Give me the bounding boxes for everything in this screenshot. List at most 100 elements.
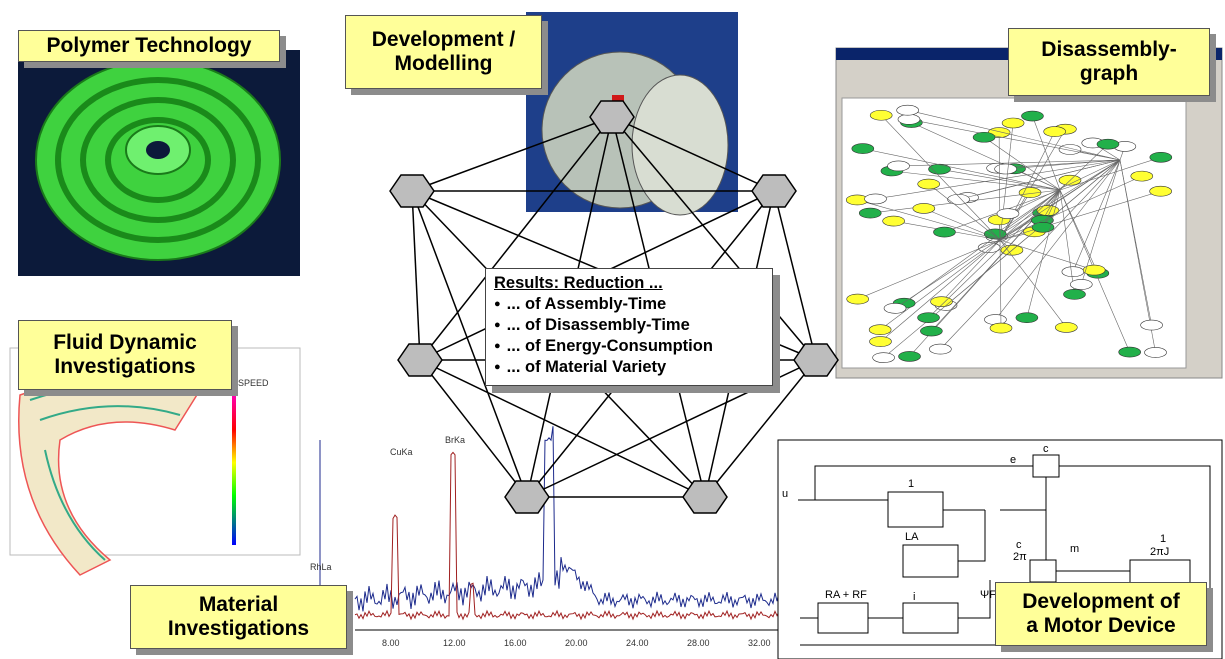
graph-node bbox=[1055, 322, 1078, 333]
spectrum-tick: 8.00 bbox=[382, 638, 400, 648]
graph-node bbox=[917, 178, 940, 190]
graph-node bbox=[868, 324, 892, 336]
network-edge bbox=[611, 116, 775, 192]
spectrum-tick: 32.00 bbox=[748, 638, 771, 648]
block-label: c bbox=[1016, 539, 1022, 551]
block-label: LA bbox=[905, 531, 919, 543]
graph-node bbox=[920, 325, 943, 337]
label-fluid: Fluid Dynamic Investigations bbox=[18, 320, 232, 390]
block-label: RA + RF bbox=[825, 589, 867, 601]
graph-edge bbox=[1072, 159, 1121, 272]
graph-node bbox=[897, 114, 921, 125]
graph-edge bbox=[1042, 189, 1061, 228]
network-node bbox=[389, 174, 435, 208]
graph-node bbox=[947, 194, 970, 205]
peak-label: BrKa bbox=[445, 435, 465, 445]
network-edge bbox=[419, 116, 613, 361]
spectrum-tick: 16.00 bbox=[504, 638, 527, 648]
graph-node bbox=[972, 131, 996, 143]
graph-node bbox=[1082, 264, 1106, 276]
label-motor: Development of a Motor Device bbox=[995, 582, 1207, 646]
results-item: ... of Energy-Consumption bbox=[494, 336, 764, 357]
graph-edge bbox=[1026, 189, 1061, 318]
graph-edge bbox=[999, 122, 1014, 241]
block-label: ΨF bbox=[980, 589, 996, 601]
label-disassembly: Disassembly-graph bbox=[1008, 28, 1210, 96]
graph-node bbox=[1149, 185, 1172, 197]
graph-node bbox=[994, 163, 1017, 175]
graph-edge bbox=[880, 239, 1001, 342]
graph-node bbox=[1001, 117, 1025, 129]
graph-node bbox=[1058, 144, 1082, 155]
graph-node bbox=[1015, 312, 1039, 323]
graph-edge bbox=[999, 239, 1095, 271]
network-edge bbox=[419, 359, 528, 498]
graph-edge bbox=[999, 175, 1142, 241]
spectrum-tick: 20.00 bbox=[565, 638, 588, 648]
graph-edge bbox=[908, 119, 1121, 161]
network-node bbox=[751, 174, 797, 208]
graph-edge bbox=[928, 189, 1061, 318]
block-label: c bbox=[1043, 443, 1049, 455]
impeller bbox=[35, 59, 281, 261]
block-label: i bbox=[913, 591, 915, 603]
network-edge bbox=[411, 190, 421, 361]
network-node bbox=[682, 480, 728, 514]
graph-node bbox=[1130, 170, 1154, 182]
graph-edge bbox=[999, 190, 1161, 241]
network-edge bbox=[411, 190, 528, 498]
network-edge bbox=[611, 116, 817, 361]
label-development: Development / Modelling bbox=[345, 15, 542, 89]
graph-node bbox=[933, 226, 956, 238]
graph-edge bbox=[875, 159, 1121, 200]
graph-edge bbox=[923, 208, 1001, 241]
graph-node bbox=[883, 303, 907, 314]
graph-edge bbox=[928, 183, 1001, 241]
graph-node bbox=[882, 215, 905, 227]
graph-edge bbox=[1059, 189, 1099, 274]
network-node bbox=[589, 100, 635, 134]
graph-edge bbox=[1059, 189, 1075, 295]
graph-edge bbox=[857, 199, 1001, 241]
spectrum: RhLa CuKa BrKa 8.00 12.00 16.00 20.00 24.00 28.0… bbox=[310, 426, 790, 648]
block-label: 1 bbox=[1160, 533, 1166, 545]
graph-edge bbox=[958, 159, 1121, 200]
block-label: 2πJ bbox=[1150, 546, 1169, 558]
graph-node bbox=[989, 322, 1013, 334]
graph-node bbox=[1069, 279, 1093, 290]
graph-edge bbox=[995, 159, 1121, 320]
graph-node bbox=[929, 343, 952, 355]
label-polymer: Polymer Technology bbox=[18, 30, 280, 62]
graph-edge bbox=[1080, 159, 1121, 285]
graph-edge bbox=[983, 137, 1061, 191]
graph-node bbox=[851, 143, 875, 154]
graph-node bbox=[872, 352, 895, 363]
graph-edge bbox=[907, 109, 1121, 161]
disassembly-screenshot bbox=[835, 47, 1223, 379]
results-item: ... of Assembly-Time bbox=[494, 294, 764, 315]
graph-edge bbox=[891, 170, 1061, 191]
graph-node bbox=[1043, 126, 1066, 137]
graph-node bbox=[917, 312, 940, 323]
spectrum-red bbox=[354, 451, 790, 621]
graph-edge bbox=[911, 122, 1061, 191]
block-label: u bbox=[782, 488, 788, 500]
results-item: ... of Disassembly-Time bbox=[494, 315, 764, 336]
graph-edge bbox=[862, 148, 1061, 191]
graph-edge bbox=[999, 239, 1002, 329]
graph-node bbox=[928, 163, 951, 175]
graph-node bbox=[858, 207, 882, 219]
graph-node bbox=[898, 351, 921, 362]
graph-node bbox=[869, 336, 892, 347]
graph-node bbox=[887, 160, 910, 172]
graph-edge bbox=[1059, 143, 1109, 191]
graph-edge bbox=[940, 159, 1121, 350]
graph-node bbox=[1021, 110, 1044, 122]
graph-node bbox=[1144, 347, 1167, 358]
graph-edge bbox=[1032, 115, 1061, 191]
graph-edge bbox=[1005, 159, 1121, 170]
graph-node bbox=[930, 296, 953, 307]
block-label: m bbox=[1070, 543, 1079, 555]
graph-edge bbox=[1007, 159, 1121, 214]
